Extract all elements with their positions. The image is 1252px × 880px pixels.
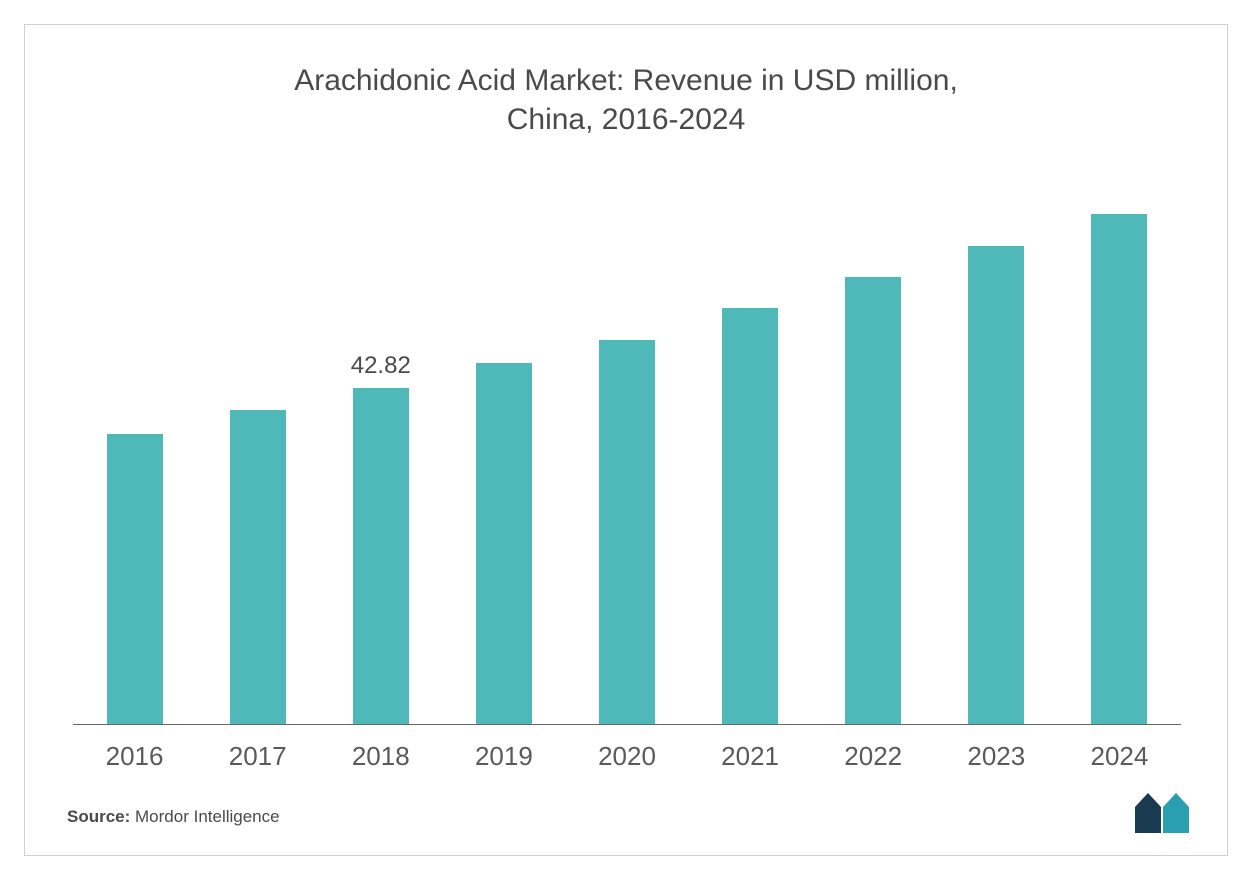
bar <box>722 308 778 724</box>
bar-group <box>196 410 319 724</box>
bar <box>1091 214 1147 724</box>
logo-shape-right <box>1163 793 1189 833</box>
bar-group <box>935 246 1058 724</box>
bar-group: 42.82 <box>319 388 442 724</box>
chart-container: Arachidonic Acid Market: Revenue in USD … <box>24 24 1228 856</box>
bar <box>230 410 286 724</box>
bar <box>845 277 901 724</box>
x-axis-label: 2016 <box>73 741 196 772</box>
bar-group <box>689 308 812 724</box>
logo-shape-left <box>1135 793 1161 833</box>
x-axis-label: 2018 <box>319 741 442 772</box>
bar <box>968 246 1024 724</box>
bar-group <box>812 277 935 724</box>
bar-group <box>1058 214 1181 724</box>
x-axis-labels: 201620172018201920202021202220232024 <box>73 741 1181 772</box>
chart-title: Arachidonic Acid Market: Revenue in USD … <box>25 25 1227 139</box>
bars-group: 42.82 <box>73 174 1181 724</box>
x-axis-label: 2020 <box>565 741 688 772</box>
bar-value-label: 42.82 <box>351 352 411 380</box>
source-text: Mordor Intelligence <box>130 807 279 826</box>
plot-area: 42.82 <box>73 175 1181 725</box>
x-axis-label: 2022 <box>812 741 935 772</box>
bar-group <box>73 434 196 724</box>
bar-group <box>442 363 565 724</box>
bar <box>476 363 532 724</box>
x-axis-label: 2019 <box>442 741 565 772</box>
bar <box>599 340 655 724</box>
bar-group <box>565 340 688 724</box>
bar <box>107 434 163 724</box>
x-axis-label: 2023 <box>935 741 1058 772</box>
source-label: Source: <box>67 807 130 826</box>
brand-logo <box>1135 793 1189 833</box>
bar <box>353 388 409 724</box>
x-axis-label: 2024 <box>1058 741 1181 772</box>
chart-title-line1: Arachidonic Acid Market: Revenue in USD … <box>25 61 1227 100</box>
x-axis-baseline <box>73 724 1181 725</box>
x-axis-label: 2017 <box>196 741 319 772</box>
source-attribution: Source: Mordor Intelligence <box>67 807 280 827</box>
x-axis-label: 2021 <box>689 741 812 772</box>
chart-title-line2: China, 2016-2024 <box>25 100 1227 139</box>
